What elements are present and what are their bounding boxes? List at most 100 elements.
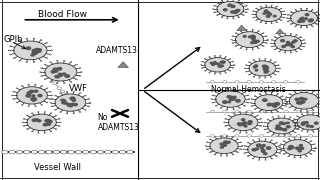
Circle shape <box>228 114 258 131</box>
Circle shape <box>63 100 66 102</box>
Circle shape <box>243 122 247 124</box>
Circle shape <box>275 62 276 63</box>
Circle shape <box>271 23 272 24</box>
Circle shape <box>246 111 247 112</box>
Circle shape <box>284 14 286 15</box>
Circle shape <box>26 38 28 39</box>
Circle shape <box>290 11 292 12</box>
Circle shape <box>277 93 279 94</box>
Circle shape <box>256 7 282 22</box>
Circle shape <box>67 103 71 106</box>
Circle shape <box>237 139 239 140</box>
Circle shape <box>234 10 238 13</box>
Circle shape <box>252 29 253 30</box>
Circle shape <box>79 75 81 76</box>
Circle shape <box>294 157 295 158</box>
Circle shape <box>265 66 268 68</box>
Circle shape <box>282 46 285 48</box>
Circle shape <box>301 20 304 22</box>
Circle shape <box>90 150 96 154</box>
Circle shape <box>238 124 242 126</box>
Circle shape <box>235 81 239 83</box>
Circle shape <box>248 98 250 100</box>
Circle shape <box>271 140 273 141</box>
Circle shape <box>223 110 227 113</box>
Circle shape <box>53 150 60 154</box>
Circle shape <box>229 96 233 98</box>
Circle shape <box>40 60 42 61</box>
Circle shape <box>277 111 279 112</box>
Circle shape <box>295 9 296 10</box>
Circle shape <box>279 147 280 148</box>
Circle shape <box>225 56 227 57</box>
Circle shape <box>273 105 277 107</box>
Circle shape <box>39 151 43 153</box>
Circle shape <box>260 22 261 23</box>
Circle shape <box>290 52 292 53</box>
Circle shape <box>282 109 284 110</box>
Circle shape <box>271 39 273 40</box>
Circle shape <box>232 154 234 155</box>
Circle shape <box>218 65 222 67</box>
Text: Blood Flow: Blood Flow <box>38 10 87 19</box>
Circle shape <box>214 55 215 56</box>
Circle shape <box>59 118 60 119</box>
Circle shape <box>216 91 245 107</box>
Circle shape <box>247 102 249 103</box>
Circle shape <box>303 46 305 47</box>
Circle shape <box>214 137 216 138</box>
Circle shape <box>264 10 267 12</box>
Polygon shape <box>118 62 129 68</box>
Circle shape <box>265 159 267 160</box>
Circle shape <box>89 102 91 103</box>
Circle shape <box>231 5 235 8</box>
Circle shape <box>281 40 284 42</box>
Circle shape <box>45 120 50 122</box>
Circle shape <box>29 90 34 93</box>
Circle shape <box>211 98 212 100</box>
Circle shape <box>288 43 291 45</box>
Circle shape <box>259 93 260 94</box>
Circle shape <box>13 91 14 92</box>
Circle shape <box>288 138 289 139</box>
Circle shape <box>35 106 36 107</box>
Circle shape <box>251 99 252 100</box>
Circle shape <box>267 132 268 133</box>
Circle shape <box>225 118 226 119</box>
Circle shape <box>258 48 260 49</box>
Circle shape <box>294 91 295 92</box>
Circle shape <box>262 99 267 101</box>
Circle shape <box>84 109 86 110</box>
Circle shape <box>32 95 35 96</box>
Circle shape <box>298 21 301 22</box>
Circle shape <box>264 129 265 130</box>
Circle shape <box>285 104 287 105</box>
Circle shape <box>260 126 262 127</box>
Circle shape <box>270 76 272 77</box>
Circle shape <box>244 105 246 106</box>
Circle shape <box>312 9 313 10</box>
Circle shape <box>244 68 246 69</box>
Circle shape <box>265 10 268 12</box>
Circle shape <box>247 142 249 143</box>
Circle shape <box>31 150 37 154</box>
Circle shape <box>217 2 218 3</box>
Circle shape <box>206 149 208 150</box>
Polygon shape <box>276 29 284 34</box>
Circle shape <box>267 119 268 120</box>
Circle shape <box>280 149 282 150</box>
Circle shape <box>272 103 276 106</box>
Circle shape <box>32 51 37 54</box>
Circle shape <box>46 42 48 43</box>
Circle shape <box>60 90 65 93</box>
Circle shape <box>228 5 232 6</box>
Circle shape <box>61 99 64 101</box>
Circle shape <box>214 63 217 64</box>
Circle shape <box>13 42 15 43</box>
Circle shape <box>265 58 266 59</box>
Circle shape <box>281 8 282 9</box>
Circle shape <box>253 11 254 12</box>
Circle shape <box>301 122 305 124</box>
Circle shape <box>302 20 305 22</box>
Circle shape <box>252 158 254 159</box>
